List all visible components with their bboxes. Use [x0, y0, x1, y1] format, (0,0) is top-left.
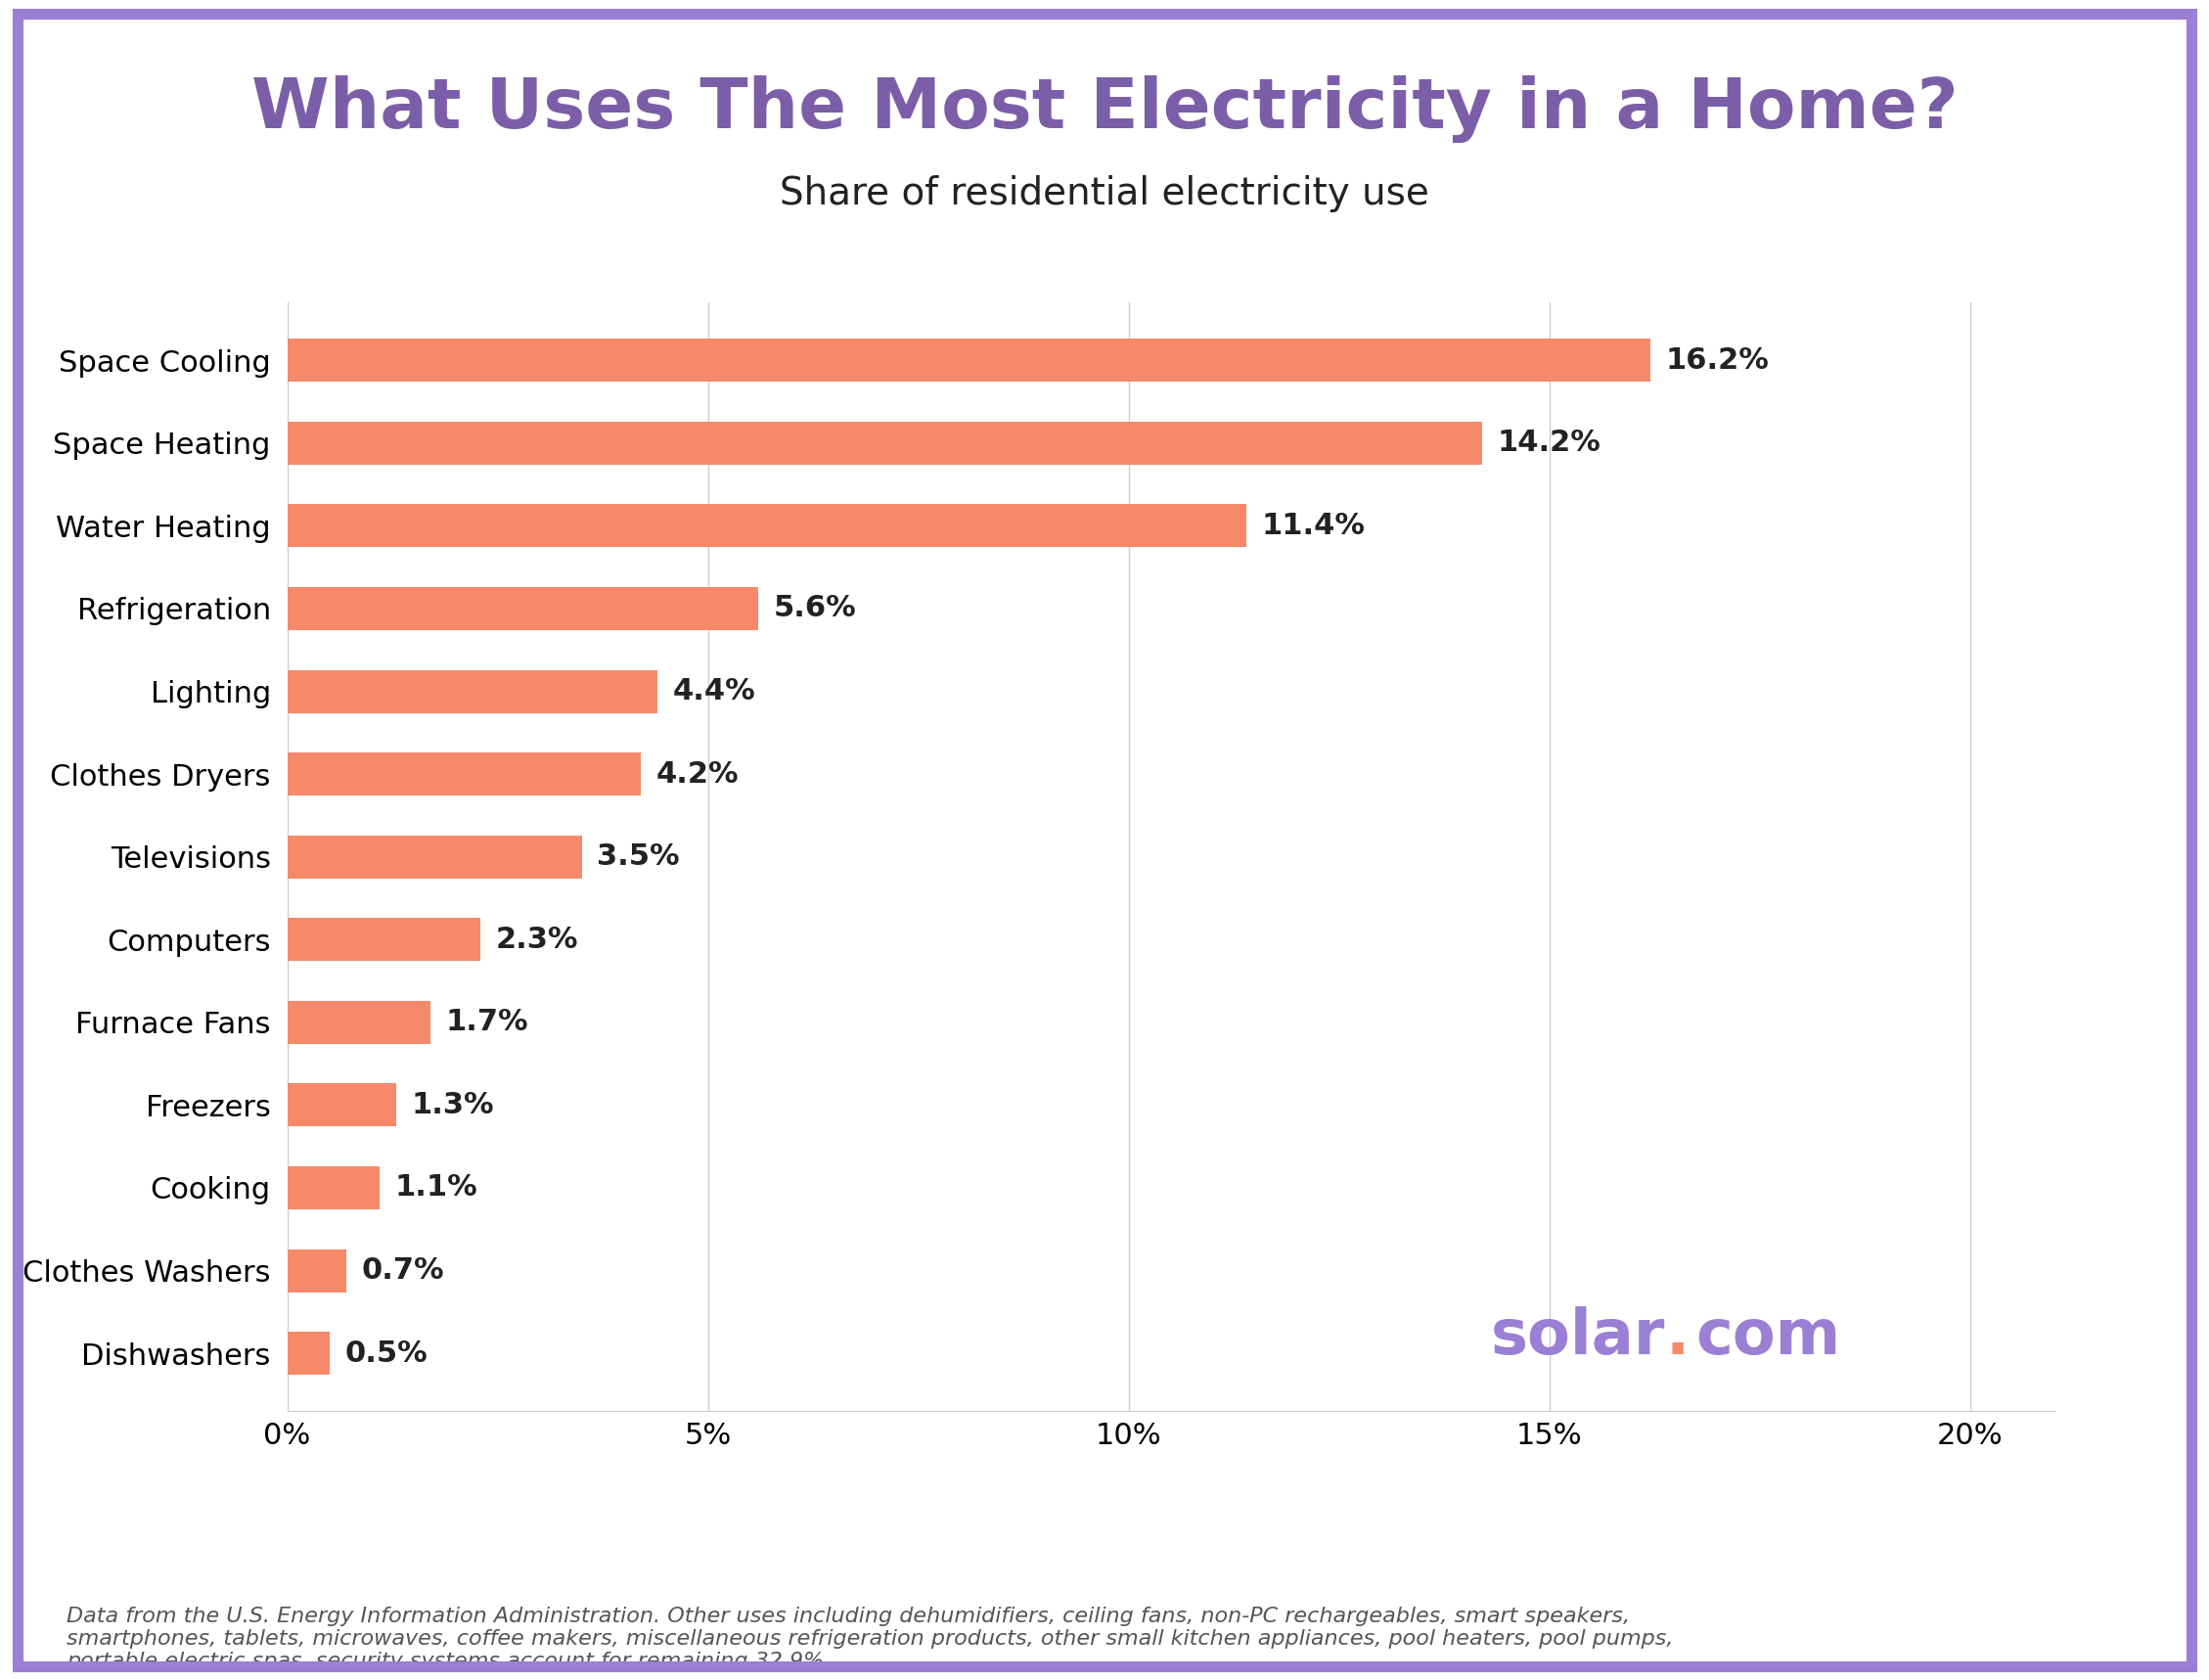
Text: Data from the U.S. Energy Information Administration. Other uses including dehum: Data from the U.S. Energy Information Ad…	[66, 1606, 1672, 1672]
Text: .: .	[1666, 1305, 1690, 1368]
Bar	[287, 1248, 347, 1292]
Bar	[287, 753, 641, 796]
Text: 3.5%: 3.5%	[596, 843, 680, 870]
Bar	[287, 422, 1482, 465]
Text: What Uses The Most Electricity in a Home?: What Uses The Most Electricity in a Home…	[252, 76, 1957, 143]
Bar	[287, 1084, 398, 1127]
Text: 1.7%: 1.7%	[446, 1008, 528, 1037]
Bar	[287, 339, 1650, 381]
Text: 5.6%: 5.6%	[773, 595, 857, 623]
Text: 11.4%: 11.4%	[1261, 512, 1365, 539]
Text: solar: solar	[1491, 1305, 1666, 1368]
Bar	[287, 586, 758, 630]
Text: 4.2%: 4.2%	[656, 759, 738, 788]
Bar	[287, 1332, 329, 1374]
Bar	[287, 670, 658, 712]
Text: 1.3%: 1.3%	[411, 1090, 495, 1119]
Text: 0.5%: 0.5%	[345, 1339, 426, 1368]
Text: 4.4%: 4.4%	[672, 677, 755, 706]
Bar	[287, 1001, 431, 1043]
Text: 0.7%: 0.7%	[362, 1257, 444, 1285]
Text: 14.2%: 14.2%	[1498, 428, 1602, 457]
Text: 16.2%: 16.2%	[1666, 346, 1769, 375]
Text: com: com	[1697, 1305, 1840, 1368]
Bar	[287, 917, 482, 961]
Bar	[287, 835, 581, 879]
Text: Share of residential electricity use: Share of residential electricity use	[780, 175, 1429, 212]
Bar	[287, 504, 1246, 548]
Text: 1.1%: 1.1%	[395, 1174, 477, 1201]
Bar	[287, 1166, 380, 1210]
Text: 2.3%: 2.3%	[495, 926, 579, 954]
